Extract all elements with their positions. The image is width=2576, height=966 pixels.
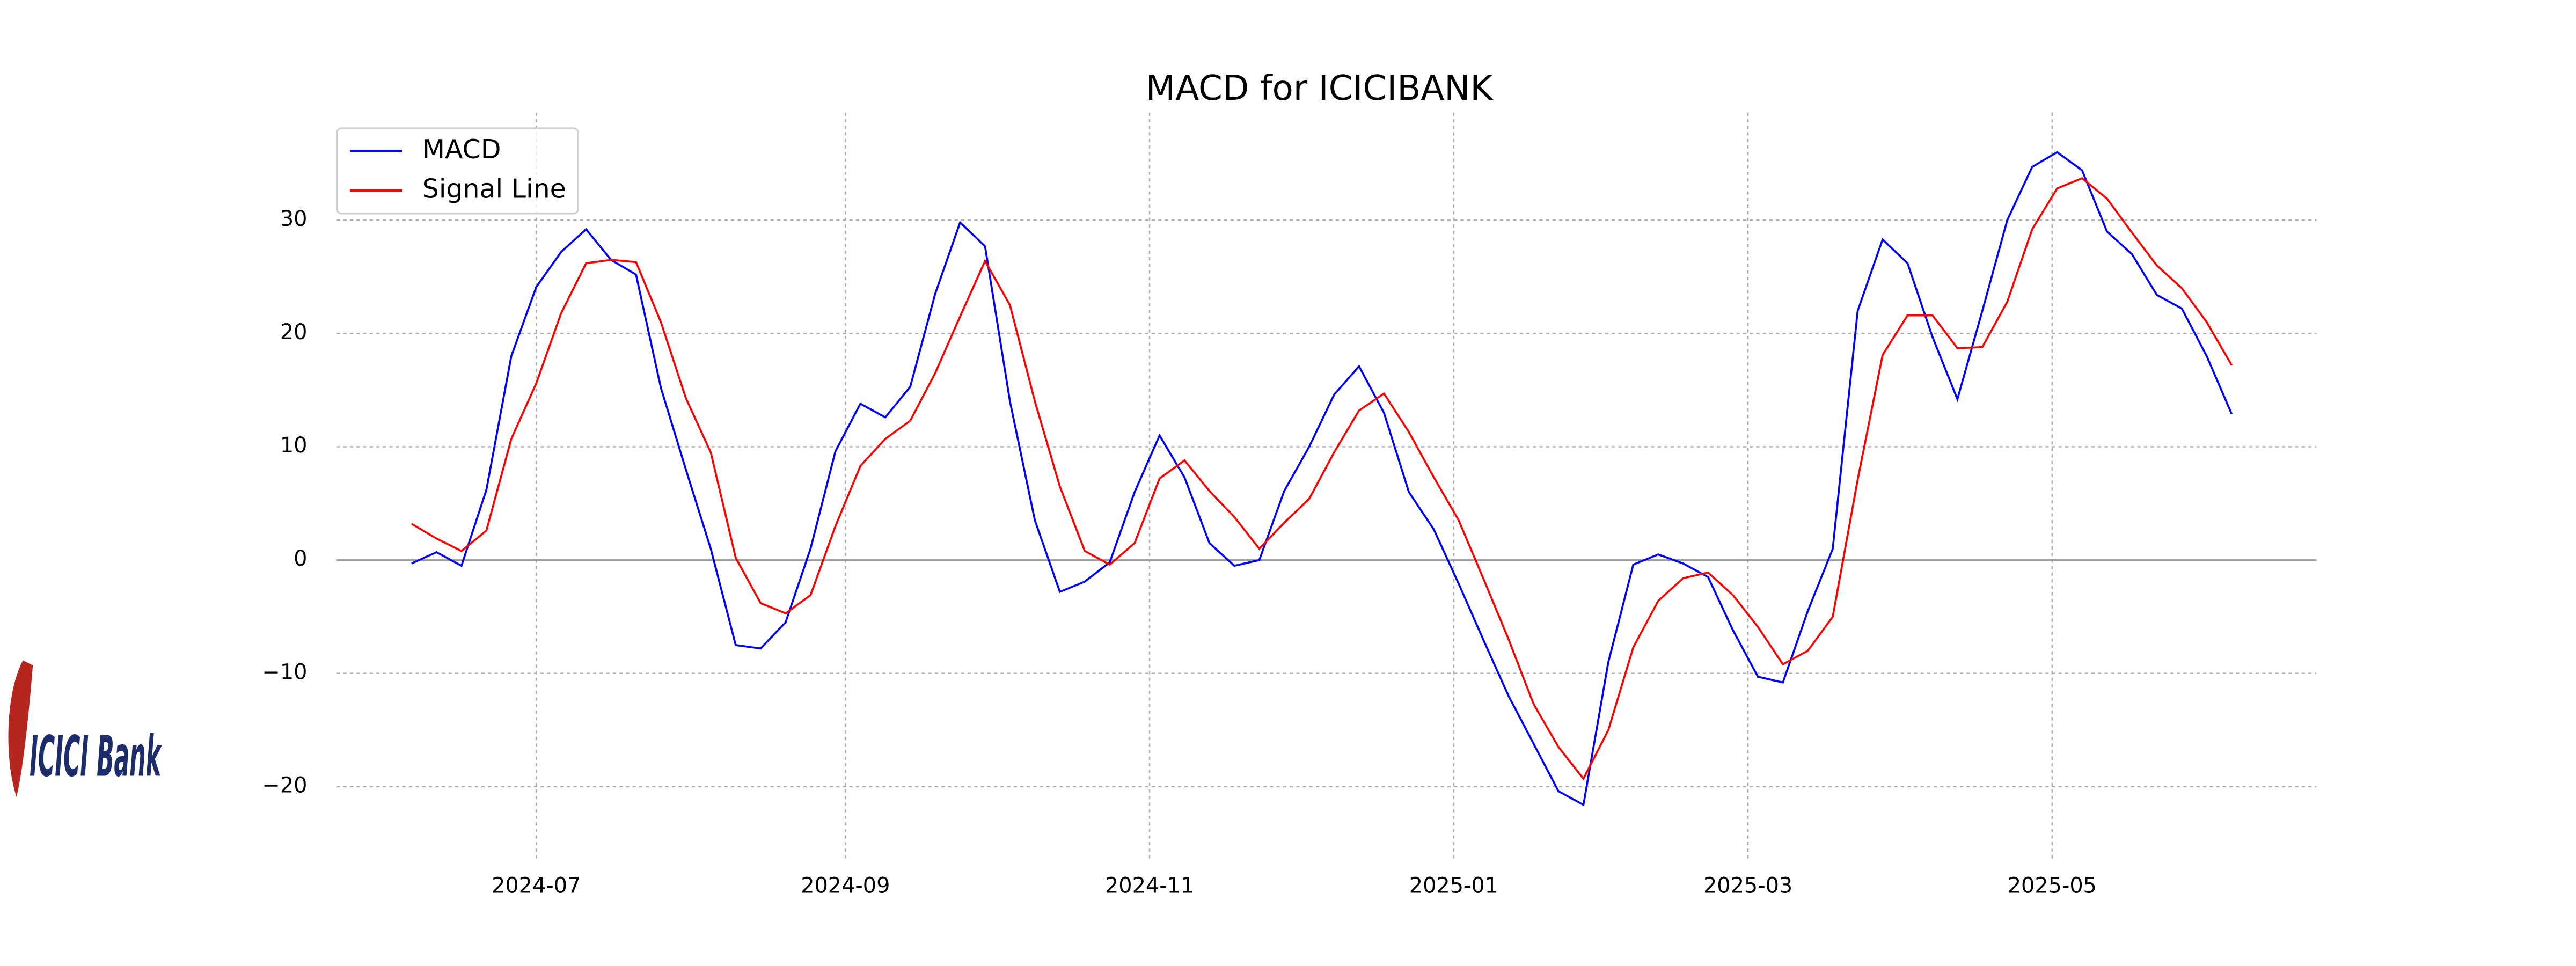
y-tick-label: 20 <box>280 320 308 345</box>
y-tick-label: 0 <box>294 546 307 571</box>
logo-mark <box>8 660 33 797</box>
legend-label: MACD <box>422 134 501 165</box>
x-tick-label: 2025-01 <box>1409 874 1498 898</box>
logo: ICICI Bank <box>8 660 162 797</box>
y-tick-label: −10 <box>262 660 307 684</box>
logo-text: ICICI Bank <box>30 724 162 789</box>
x-tick-label: 2024-11 <box>1105 874 1194 898</box>
y-tick-label: 30 <box>280 207 308 231</box>
x-tick-label: 2024-07 <box>492 874 581 898</box>
chart-title: MACD for ICICIBANK <box>1146 68 1494 108</box>
series-line <box>411 151 2233 807</box>
legend-box <box>336 127 580 215</box>
x-tick-label: 2025-05 <box>2008 874 2097 898</box>
y-tick-label: −20 <box>262 773 307 797</box>
legend-label: Signal Line <box>422 174 566 204</box>
y-tick-label: 10 <box>280 433 308 458</box>
x-tick-label: 2024-09 <box>801 874 890 898</box>
legend: MACD Signal Line <box>336 127 580 215</box>
series-line <box>411 177 2233 781</box>
x-tick-label: 2025-03 <box>1703 874 1792 898</box>
